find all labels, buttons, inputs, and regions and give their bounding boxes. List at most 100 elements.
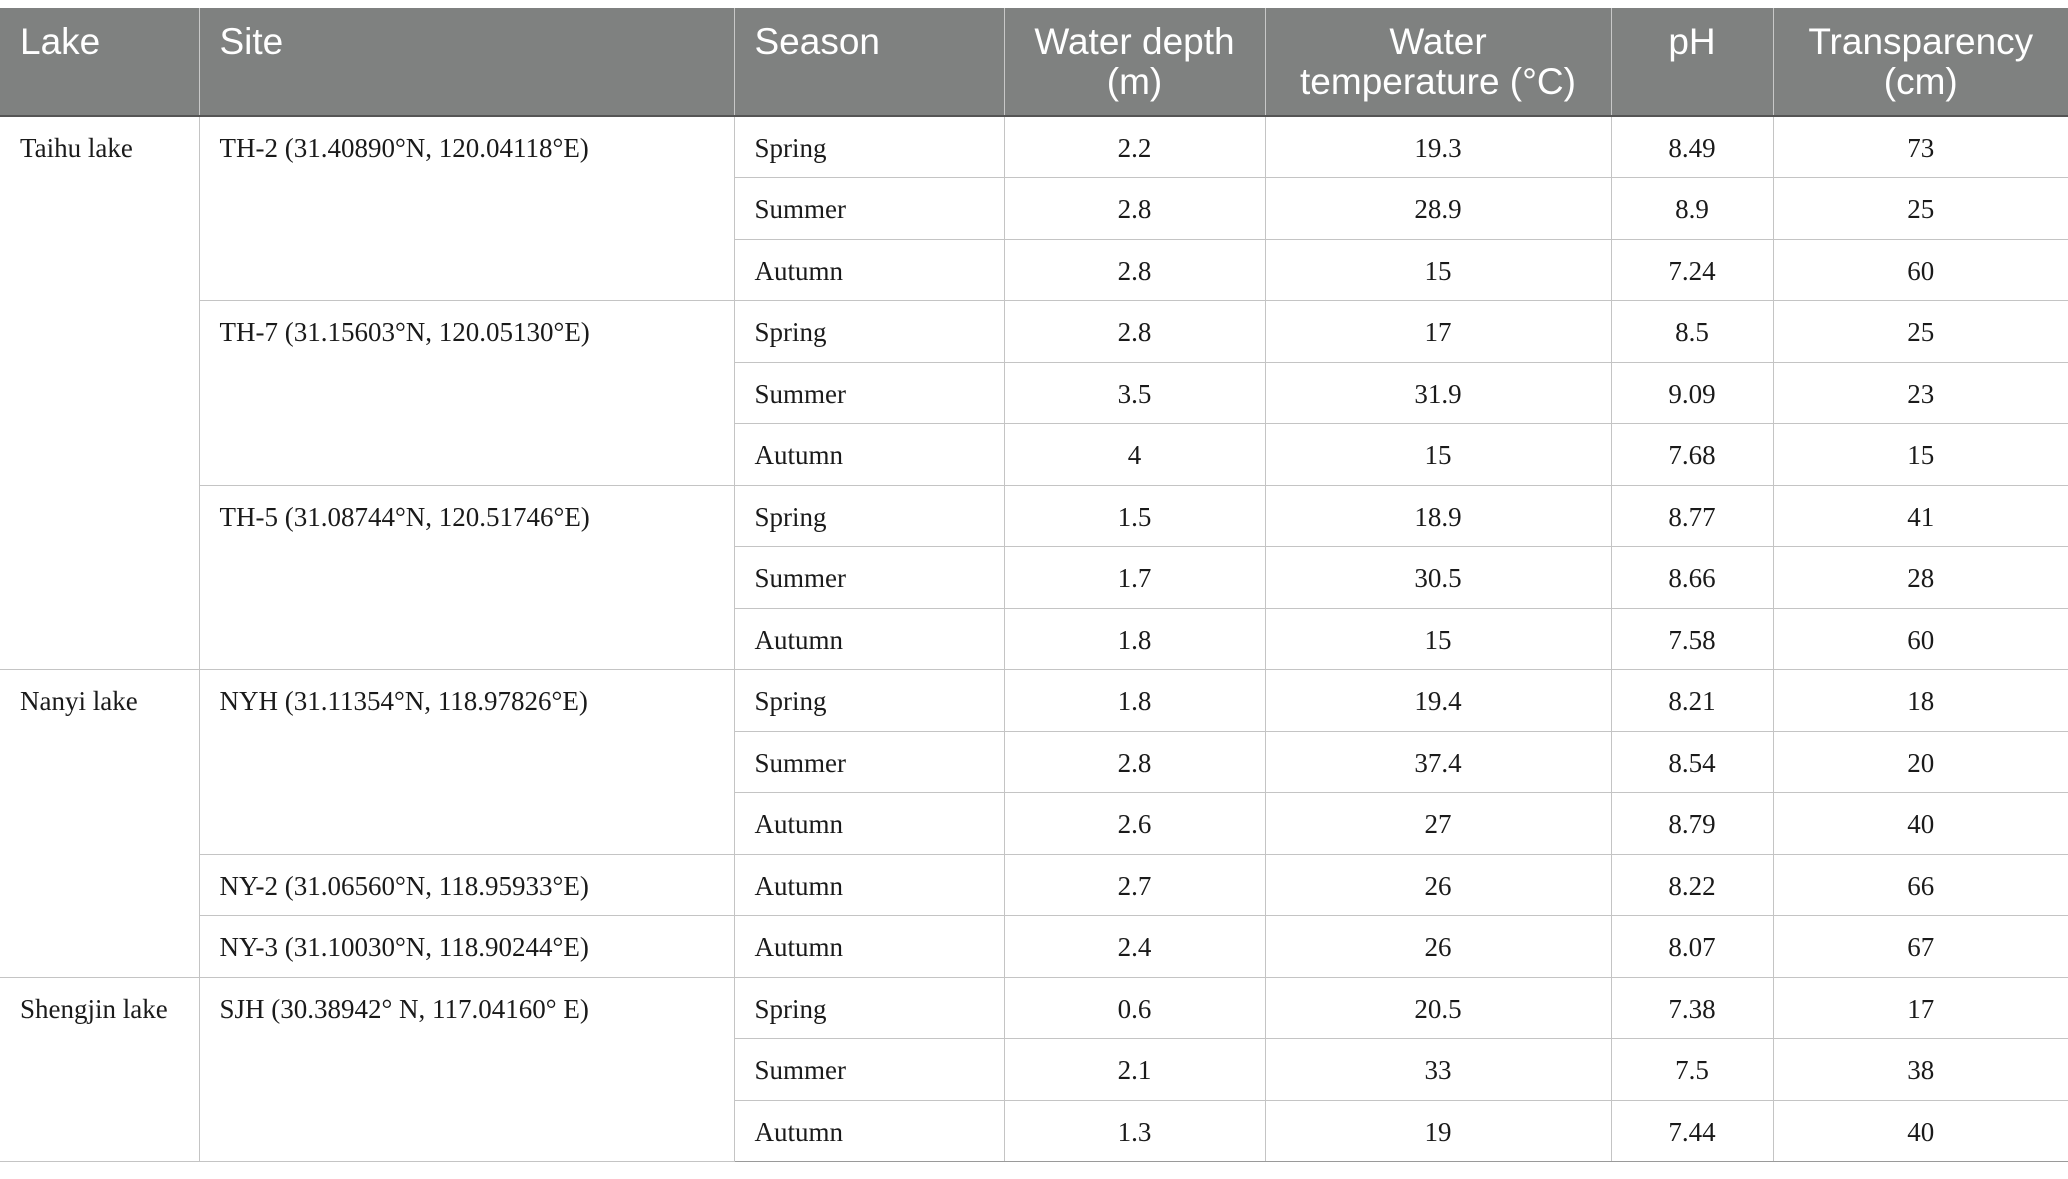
- season-cell: Summer: [734, 362, 1005, 424]
- ph-cell: 7.5: [1611, 1038, 1774, 1101]
- transparency-cell: 25: [1773, 177, 2068, 240]
- transparency-cell: 38: [1773, 1038, 2068, 1101]
- header-water-depth-line2: (m): [1106, 61, 1163, 102]
- temperature-cell: 37.4: [1265, 731, 1612, 793]
- season-cell: Autumn: [734, 854, 1005, 916]
- depth-cell: 2.7: [1004, 854, 1266, 916]
- season-cell: Summer: [734, 546, 1005, 609]
- table-row: Taihu lake TH-2 (31.40890°N, 120.04118°E…: [0, 116, 2068, 670]
- table-row: Nanyi lake NYH (31.11354°N, 118.97826°E)…: [0, 669, 2068, 978]
- depth-cell: 2.8: [1004, 731, 1266, 793]
- table-row: Summer 1.7 30.5 8.66 28: [0, 546, 2068, 609]
- ph-cell: 7.68: [1611, 423, 1774, 486]
- ph-cell: 9.09: [1611, 362, 1774, 424]
- table-row: Summer 2.1 33 7.5 38: [0, 1038, 2068, 1101]
- site-cell-th7: TH-7 (31.15603°N, 120.05130°E): [199, 300, 735, 486]
- temperature-cell: 18.9: [1265, 485, 1612, 547]
- ph-cell: 8.79: [1611, 792, 1774, 855]
- season-cell: Autumn: [734, 608, 1005, 670]
- site-cell-th2: TH-2 (31.40890°N, 120.04118°E): [199, 116, 735, 301]
- temperature-cell: 15: [1265, 423, 1612, 486]
- table-header: Lake Site Season Water depth (m) Water tem…: [0, 8, 2068, 117]
- header-lake: Lake: [0, 8, 200, 117]
- temperature-cell: 15: [1265, 608, 1612, 670]
- depth-cell: 3.5: [1004, 362, 1266, 424]
- table-row: Shengjin lake SJH (30.38942° N, 117.0416…: [0, 977, 2068, 1162]
- table-row: NY-2 (31.06560°N, 118.95933°E) Autumn 2.…: [0, 854, 2068, 916]
- temperature-cell: 19.3: [1265, 116, 1612, 178]
- lake-cell-taihu: Taihu lake: [0, 116, 200, 670]
- lake-parameters-table: Lake Site Season Water depth (m) Water tem…: [0, 8, 2068, 1162]
- temperature-cell: 27: [1265, 792, 1612, 855]
- table-row: Autumn 2.8 15 7.24 60: [0, 239, 2068, 301]
- site-cell-nyh: NYH (31.11354°N, 118.97826°E): [199, 669, 735, 855]
- depth-cell: 0.6: [1004, 977, 1266, 1039]
- transparency-cell: 41: [1773, 485, 2068, 547]
- ph-cell: 7.44: [1611, 1100, 1774, 1162]
- transparency-cell: 40: [1773, 792, 2068, 855]
- depth-cell: 1.5: [1004, 485, 1266, 547]
- season-cell: Autumn: [734, 423, 1005, 486]
- ph-cell: 7.58: [1611, 608, 1774, 670]
- header-site: Site: [199, 8, 735, 117]
- header-season: Season: [734, 8, 1005, 117]
- data-table-container: Lake Site Season Water depth (m) Water tem…: [0, 8, 2068, 1162]
- ph-cell: 8.49: [1611, 116, 1774, 178]
- transparency-cell: 67: [1773, 915, 2068, 978]
- transparency-cell: 28: [1773, 546, 2068, 609]
- site-cell-ny3: NY-3 (31.10030°N, 118.90244°E): [199, 915, 735, 978]
- temperature-cell: 19: [1265, 1100, 1612, 1162]
- temperature-cell: 20.5: [1265, 977, 1612, 1039]
- temperature-cell: 17: [1265, 300, 1612, 363]
- table-row: Autumn 4 15 7.68 15: [0, 423, 2068, 486]
- depth-cell: 1.3: [1004, 1100, 1266, 1162]
- ph-cell: 8.22: [1611, 854, 1774, 916]
- table-row: Summer 2.8 28.9 8.9 25: [0, 177, 2068, 240]
- site-cell-th5: TH-5 (31.08744°N, 120.51746°E): [199, 485, 735, 670]
- temperature-cell: 28.9: [1265, 177, 1612, 240]
- table-row: Autumn 2.6 27 8.79 40: [0, 792, 2068, 855]
- ph-cell: 8.77: [1611, 485, 1774, 547]
- ph-cell: 7.38: [1611, 977, 1774, 1039]
- ph-cell: 8.9: [1611, 177, 1774, 240]
- table-row: TH-7 (31.15603°N, 120.05130°E) Spring 2.…: [0, 300, 2068, 486]
- depth-cell: 2.8: [1004, 177, 1266, 240]
- depth-cell: 1.7: [1004, 546, 1266, 609]
- depth-cell: 1.8: [1004, 608, 1266, 670]
- header-transparency-line2: (cm): [1883, 61, 1958, 102]
- ph-cell: 8.54: [1611, 731, 1774, 793]
- transparency-cell: 17: [1773, 977, 2068, 1039]
- season-cell: Autumn: [734, 239, 1005, 301]
- season-cell: Summer: [734, 731, 1005, 793]
- site-cell-sjh: SJH (30.38942° N, 117.04160° E): [199, 977, 735, 1162]
- lake-cell-nanyi: Nanyi lake: [0, 669, 200, 978]
- depth-cell: 4: [1004, 423, 1266, 486]
- season-cell: Spring: [734, 669, 1005, 732]
- header-water-depth: Water depth (m): [1004, 8, 1266, 117]
- ph-cell: 8.07: [1611, 915, 1774, 978]
- site-cell-ny2: NY-2 (31.06560°N, 118.95933°E): [199, 854, 735, 916]
- table-body: Taihu lake TH-2 (31.40890°N, 120.04118°E…: [0, 116, 2068, 1162]
- header-transparency: Transparency (cm): [1773, 8, 2068, 117]
- table-row: Autumn 1.8 15 7.58 60: [0, 608, 2068, 670]
- depth-cell: 2.8: [1004, 300, 1266, 363]
- transparency-cell: 20: [1773, 731, 2068, 793]
- season-cell: Spring: [734, 977, 1005, 1039]
- header-water-temperature-line1: Water: [1389, 21, 1487, 62]
- ph-cell: 8.5: [1611, 300, 1774, 363]
- temperature-cell: 31.9: [1265, 362, 1612, 424]
- season-cell: Autumn: [734, 792, 1005, 855]
- header-water-temperature: Water temperature (°C): [1265, 8, 1612, 117]
- temperature-cell: 33: [1265, 1038, 1612, 1101]
- table-row: Autumn 1.3 19 7.44 40: [0, 1100, 2068, 1162]
- transparency-cell: 73: [1773, 116, 2068, 178]
- transparency-cell: 60: [1773, 608, 2068, 670]
- table-row: Summer 2.8 37.4 8.54 20: [0, 731, 2068, 793]
- transparency-cell: 66: [1773, 854, 2068, 916]
- transparency-cell: 23: [1773, 362, 2068, 424]
- temperature-cell: 15: [1265, 239, 1612, 301]
- transparency-cell: 18: [1773, 669, 2068, 732]
- season-cell: Summer: [734, 1038, 1005, 1101]
- transparency-cell: 25: [1773, 300, 2068, 363]
- ph-cell: 8.66: [1611, 546, 1774, 609]
